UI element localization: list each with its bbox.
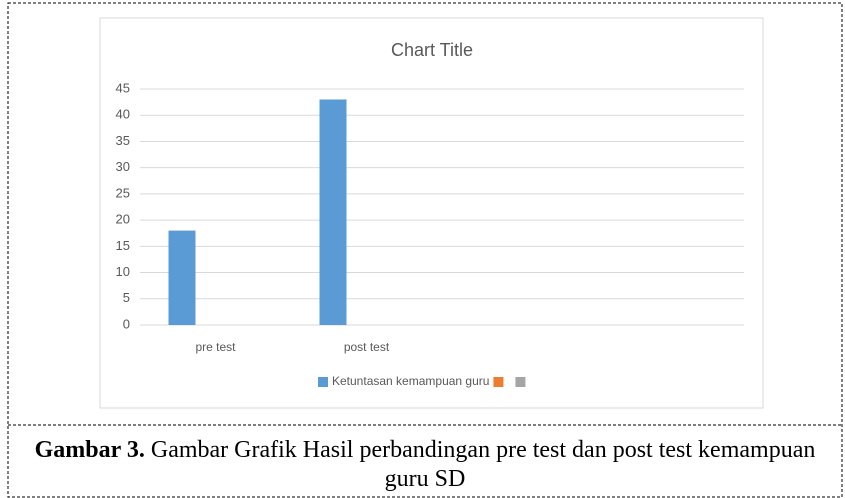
bar: [319, 99, 347, 325]
chart-area: [99, 17, 764, 409]
chart-title: Chart Title: [391, 40, 473, 60]
y-tick-label: 5: [123, 290, 130, 305]
caption-label: Gambar 3.: [34, 437, 145, 463]
y-tick-label: 0: [123, 316, 130, 331]
x-tick-label: post test: [344, 340, 390, 354]
legend-swatch: [318, 377, 328, 387]
x-tick-label: pre test: [195, 340, 236, 354]
y-tick-label: 15: [116, 238, 130, 253]
frame-border: [7, 2, 843, 498]
y-tick-label: 30: [116, 159, 130, 174]
caption-text: Gambar Grafik Hasil perbandingan pre tes…: [150, 437, 816, 492]
y-tick-label: 40: [116, 107, 130, 122]
y-tick-label: 35: [116, 133, 130, 148]
y-tick-label: 20: [116, 212, 130, 227]
bar: [168, 230, 196, 325]
legend-swatch: [515, 377, 526, 387]
legend-label: Ketuntasan kemampuan guru: [332, 374, 489, 388]
legend-swatch: [493, 377, 504, 387]
y-tick-label: 10: [116, 264, 130, 279]
caption: Gambar 3. Gambar Grafik Hasil perbanding…: [20, 436, 830, 494]
y-tick-label: 25: [116, 185, 130, 200]
y-tick-label: 45: [116, 80, 130, 95]
